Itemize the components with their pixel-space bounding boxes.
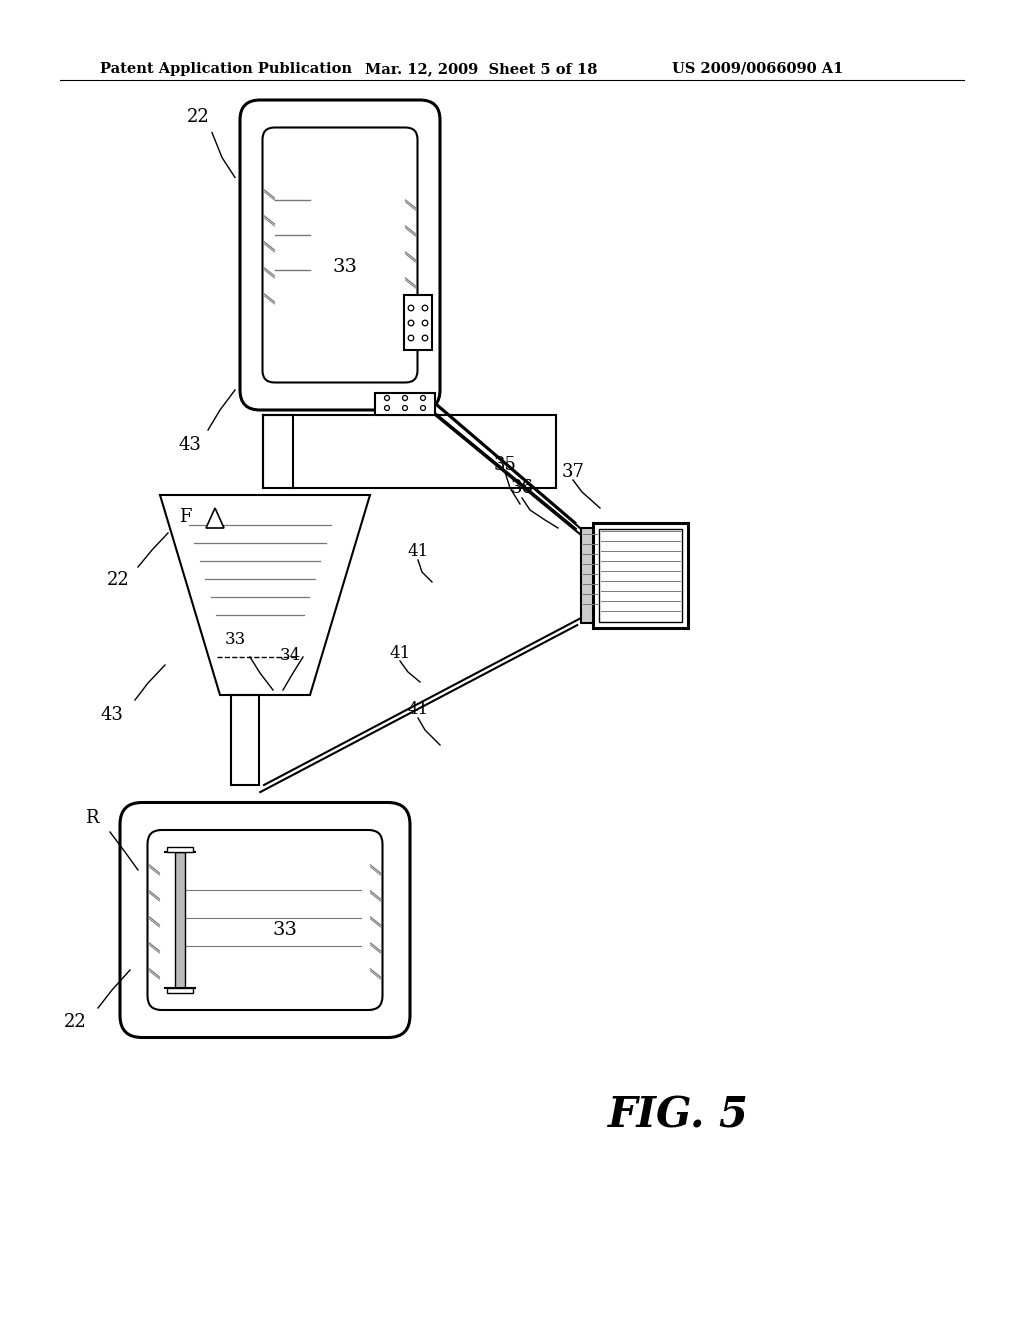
Text: 22: 22 [63, 1012, 86, 1031]
Text: 35: 35 [494, 455, 516, 474]
FancyBboxPatch shape [240, 100, 440, 411]
Bar [375, 393, 435, 414]
Bar [581, 528, 599, 623]
Text: 22: 22 [186, 108, 209, 127]
Text: Patent Application Publication: Patent Application Publication [100, 62, 352, 77]
Text: 33: 33 [333, 257, 357, 276]
FancyBboxPatch shape [120, 803, 410, 1038]
Bar [167, 987, 193, 993]
Text: 41: 41 [389, 644, 411, 661]
Polygon shape [160, 495, 370, 696]
Polygon shape [206, 508, 224, 528]
Bar [593, 523, 687, 627]
Text: R: R [85, 809, 98, 828]
Bar [598, 528, 682, 622]
FancyBboxPatch shape [262, 128, 418, 383]
Text: 36: 36 [511, 479, 534, 498]
Text: 41: 41 [408, 544, 429, 561]
Text: 41: 41 [408, 701, 429, 718]
Bar [167, 847, 193, 851]
Text: F: F [179, 508, 191, 525]
Text: 33: 33 [272, 921, 298, 939]
Text: US 2009/0066090 A1: US 2009/0066090 A1 [672, 62, 844, 77]
Bar [404, 294, 432, 350]
Text: 43: 43 [178, 436, 202, 454]
Text: 22: 22 [106, 572, 129, 589]
FancyBboxPatch shape [147, 830, 383, 1010]
Bar [174, 851, 184, 987]
Text: 34: 34 [280, 647, 301, 664]
Text: 37: 37 [561, 463, 585, 480]
Text: 33: 33 [224, 631, 246, 648]
Bar [263, 414, 556, 488]
Text: Mar. 12, 2009  Sheet 5 of 18: Mar. 12, 2009 Sheet 5 of 18 [365, 62, 597, 77]
Text: FIG. 5: FIG. 5 [608, 1094, 749, 1137]
Text: 43: 43 [100, 706, 124, 723]
